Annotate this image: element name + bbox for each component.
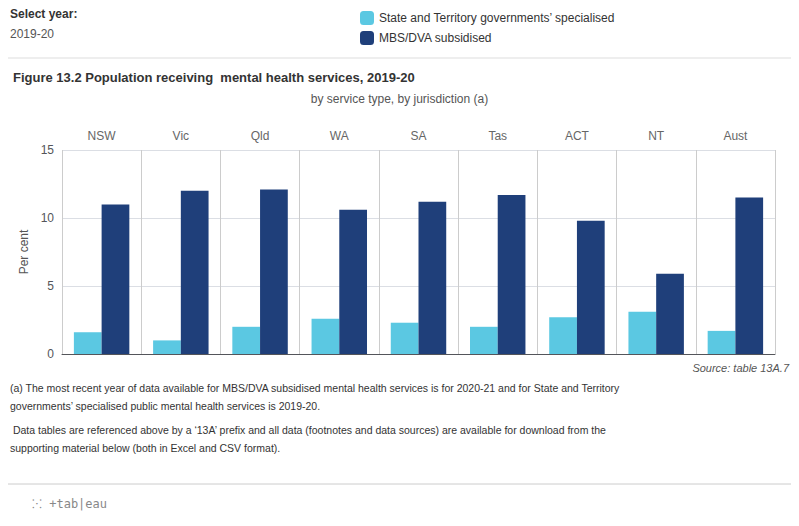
svg-text:State and Territory government: State and Territory governments’ special… <box>379 11 614 25</box>
svg-text:ACT: ACT <box>565 129 590 143</box>
svg-text:2019-20: 2019-20 <box>10 27 54 41</box>
svg-text:Tas: Tas <box>488 129 507 143</box>
svg-text:Source: table 13A.7: Source: table 13A.7 <box>692 362 790 374</box>
svg-text:Per cent: Per cent <box>17 229 31 274</box>
svg-text:SA: SA <box>410 129 426 143</box>
svg-text:supporting material below (bot: supporting material below (both in Excel… <box>10 442 280 454</box>
svg-text:Aust: Aust <box>723 129 748 143</box>
svg-text:Select year:: Select year: <box>10 7 77 21</box>
svg-text:5: 5 <box>47 279 54 293</box>
svg-text:0: 0 <box>47 347 54 361</box>
svg-text:Vic: Vic <box>173 129 189 143</box>
svg-text:WA: WA <box>330 129 349 143</box>
svg-text:NSW: NSW <box>88 129 117 143</box>
svg-text:governments’ specialised publi: governments’ specialised public mental h… <box>10 400 320 412</box>
svg-text:15: 15 <box>41 143 55 157</box>
svg-text:(a) The most recent year of da: (a) The most recent year of data availab… <box>10 382 620 394</box>
svg-text:⁙ +tab|eau: ⁙ +tab|eau <box>32 497 107 511</box>
svg-text:MBS/DVA subsidised: MBS/DVA subsidised <box>379 31 492 45</box>
svg-text:by service type, by jurisdicti: by service type, by jurisdiction (a) <box>311 92 488 106</box>
svg-text:Figure 13.2 Population receivi: Figure 13.2 Population receiving mental … <box>13 70 415 85</box>
svg-text:Qld: Qld <box>251 129 270 143</box>
svg-text:NT: NT <box>648 129 665 143</box>
svg-text:10: 10 <box>41 211 55 225</box>
svg-text:Data tables are referenced abo: Data tables are referenced above by a ‘1… <box>10 424 606 436</box>
